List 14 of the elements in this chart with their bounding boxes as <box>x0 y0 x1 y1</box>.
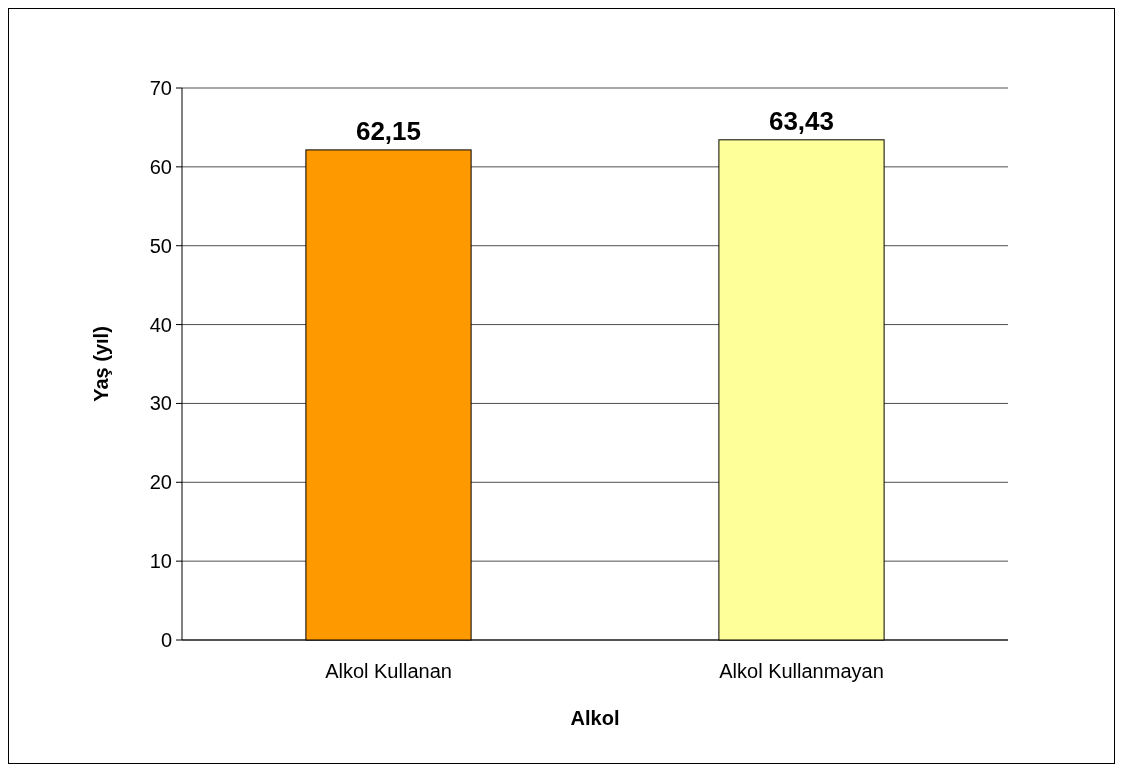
y-tick-label: 40 <box>149 313 172 336</box>
y-tick-label: 10 <box>149 550 172 573</box>
data-label: 62,15 <box>355 115 422 146</box>
y-tick-label: 50 <box>149 234 172 257</box>
x-axis-title: Alkol <box>570 707 620 729</box>
y-tick-label: 60 <box>149 155 172 178</box>
x-tick-label: Alkol Kullanan <box>325 660 452 682</box>
x-tick-label: Alkol Kullanmayan <box>719 660 884 682</box>
y-tick-label: 30 <box>149 392 172 415</box>
data-label: 63,43 <box>768 105 835 136</box>
y-tick-label: 70 <box>149 77 172 99</box>
y-tick-label: 20 <box>149 471 172 494</box>
y-tick-label: 0 <box>160 629 172 651</box>
y-axis-title: Yaş (yıl) <box>90 326 112 402</box>
